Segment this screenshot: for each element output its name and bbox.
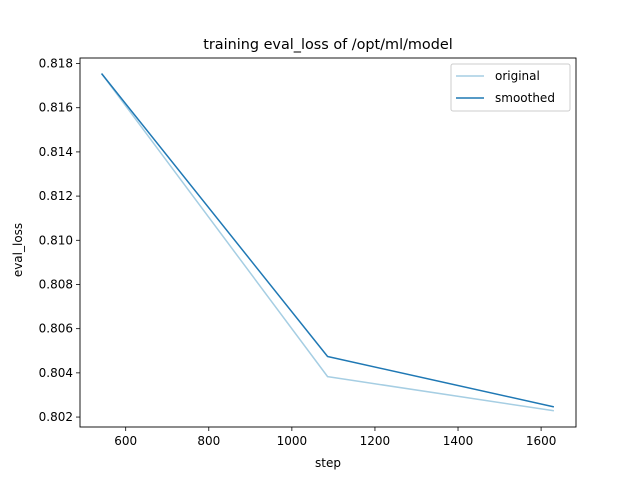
legend-label-original: original <box>495 69 540 83</box>
y-tick-label: 0.812 <box>39 189 73 203</box>
y-axis-label: eval_loss <box>11 223 25 277</box>
y-tick-label: 0.804 <box>39 366 73 380</box>
legend-label-smoothed: smoothed <box>495 91 555 105</box>
chart-title: training eval_loss of /opt/ml/model <box>203 37 452 53</box>
legend: original smoothed <box>450 63 571 112</box>
series-line-smoothed <box>100 73 555 408</box>
x-tick-label: 600 <box>114 434 137 448</box>
y-tick-label: 0.818 <box>39 57 73 71</box>
y-tick-label: 0.806 <box>39 322 73 336</box>
x-tick-label: 800 <box>197 434 220 448</box>
plot-area <box>100 73 555 412</box>
axis-ticks: 600 800 1000 1200 1400 1600 0.802 0.804 0.806 0.8… <box>39 57 557 448</box>
y-tick-label: 0.808 <box>39 277 73 291</box>
x-tick-label: 1400 <box>443 434 474 448</box>
y-tick-label: 0.802 <box>39 410 73 424</box>
x-axis-label: step <box>315 456 341 470</box>
y-tick-label: 0.810 <box>39 233 73 247</box>
series-line-original <box>100 73 555 412</box>
y-tick-label: 0.814 <box>39 145 73 159</box>
axes-frame <box>79 57 577 428</box>
x-tick-label: 1000 <box>277 434 308 448</box>
y-tick-label: 0.816 <box>39 101 73 115</box>
x-tick-label: 1200 <box>360 434 391 448</box>
x-tick-label: 1600 <box>526 434 557 448</box>
